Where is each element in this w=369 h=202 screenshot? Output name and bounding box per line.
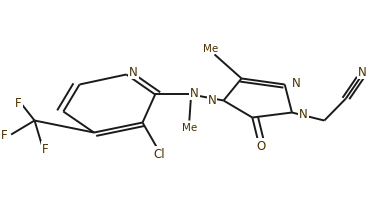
Text: Cl: Cl bbox=[153, 147, 165, 160]
Text: N: N bbox=[190, 87, 199, 100]
Text: N: N bbox=[129, 66, 138, 79]
Text: F: F bbox=[15, 97, 22, 109]
Text: F: F bbox=[1, 128, 7, 141]
Text: N: N bbox=[299, 107, 308, 120]
Text: N: N bbox=[358, 66, 366, 79]
Text: Me: Me bbox=[182, 122, 197, 132]
Text: N: N bbox=[292, 77, 301, 89]
Text: F: F bbox=[42, 142, 49, 155]
Text: N: N bbox=[208, 94, 216, 106]
Text: O: O bbox=[257, 139, 266, 152]
Text: Me: Me bbox=[203, 44, 218, 54]
